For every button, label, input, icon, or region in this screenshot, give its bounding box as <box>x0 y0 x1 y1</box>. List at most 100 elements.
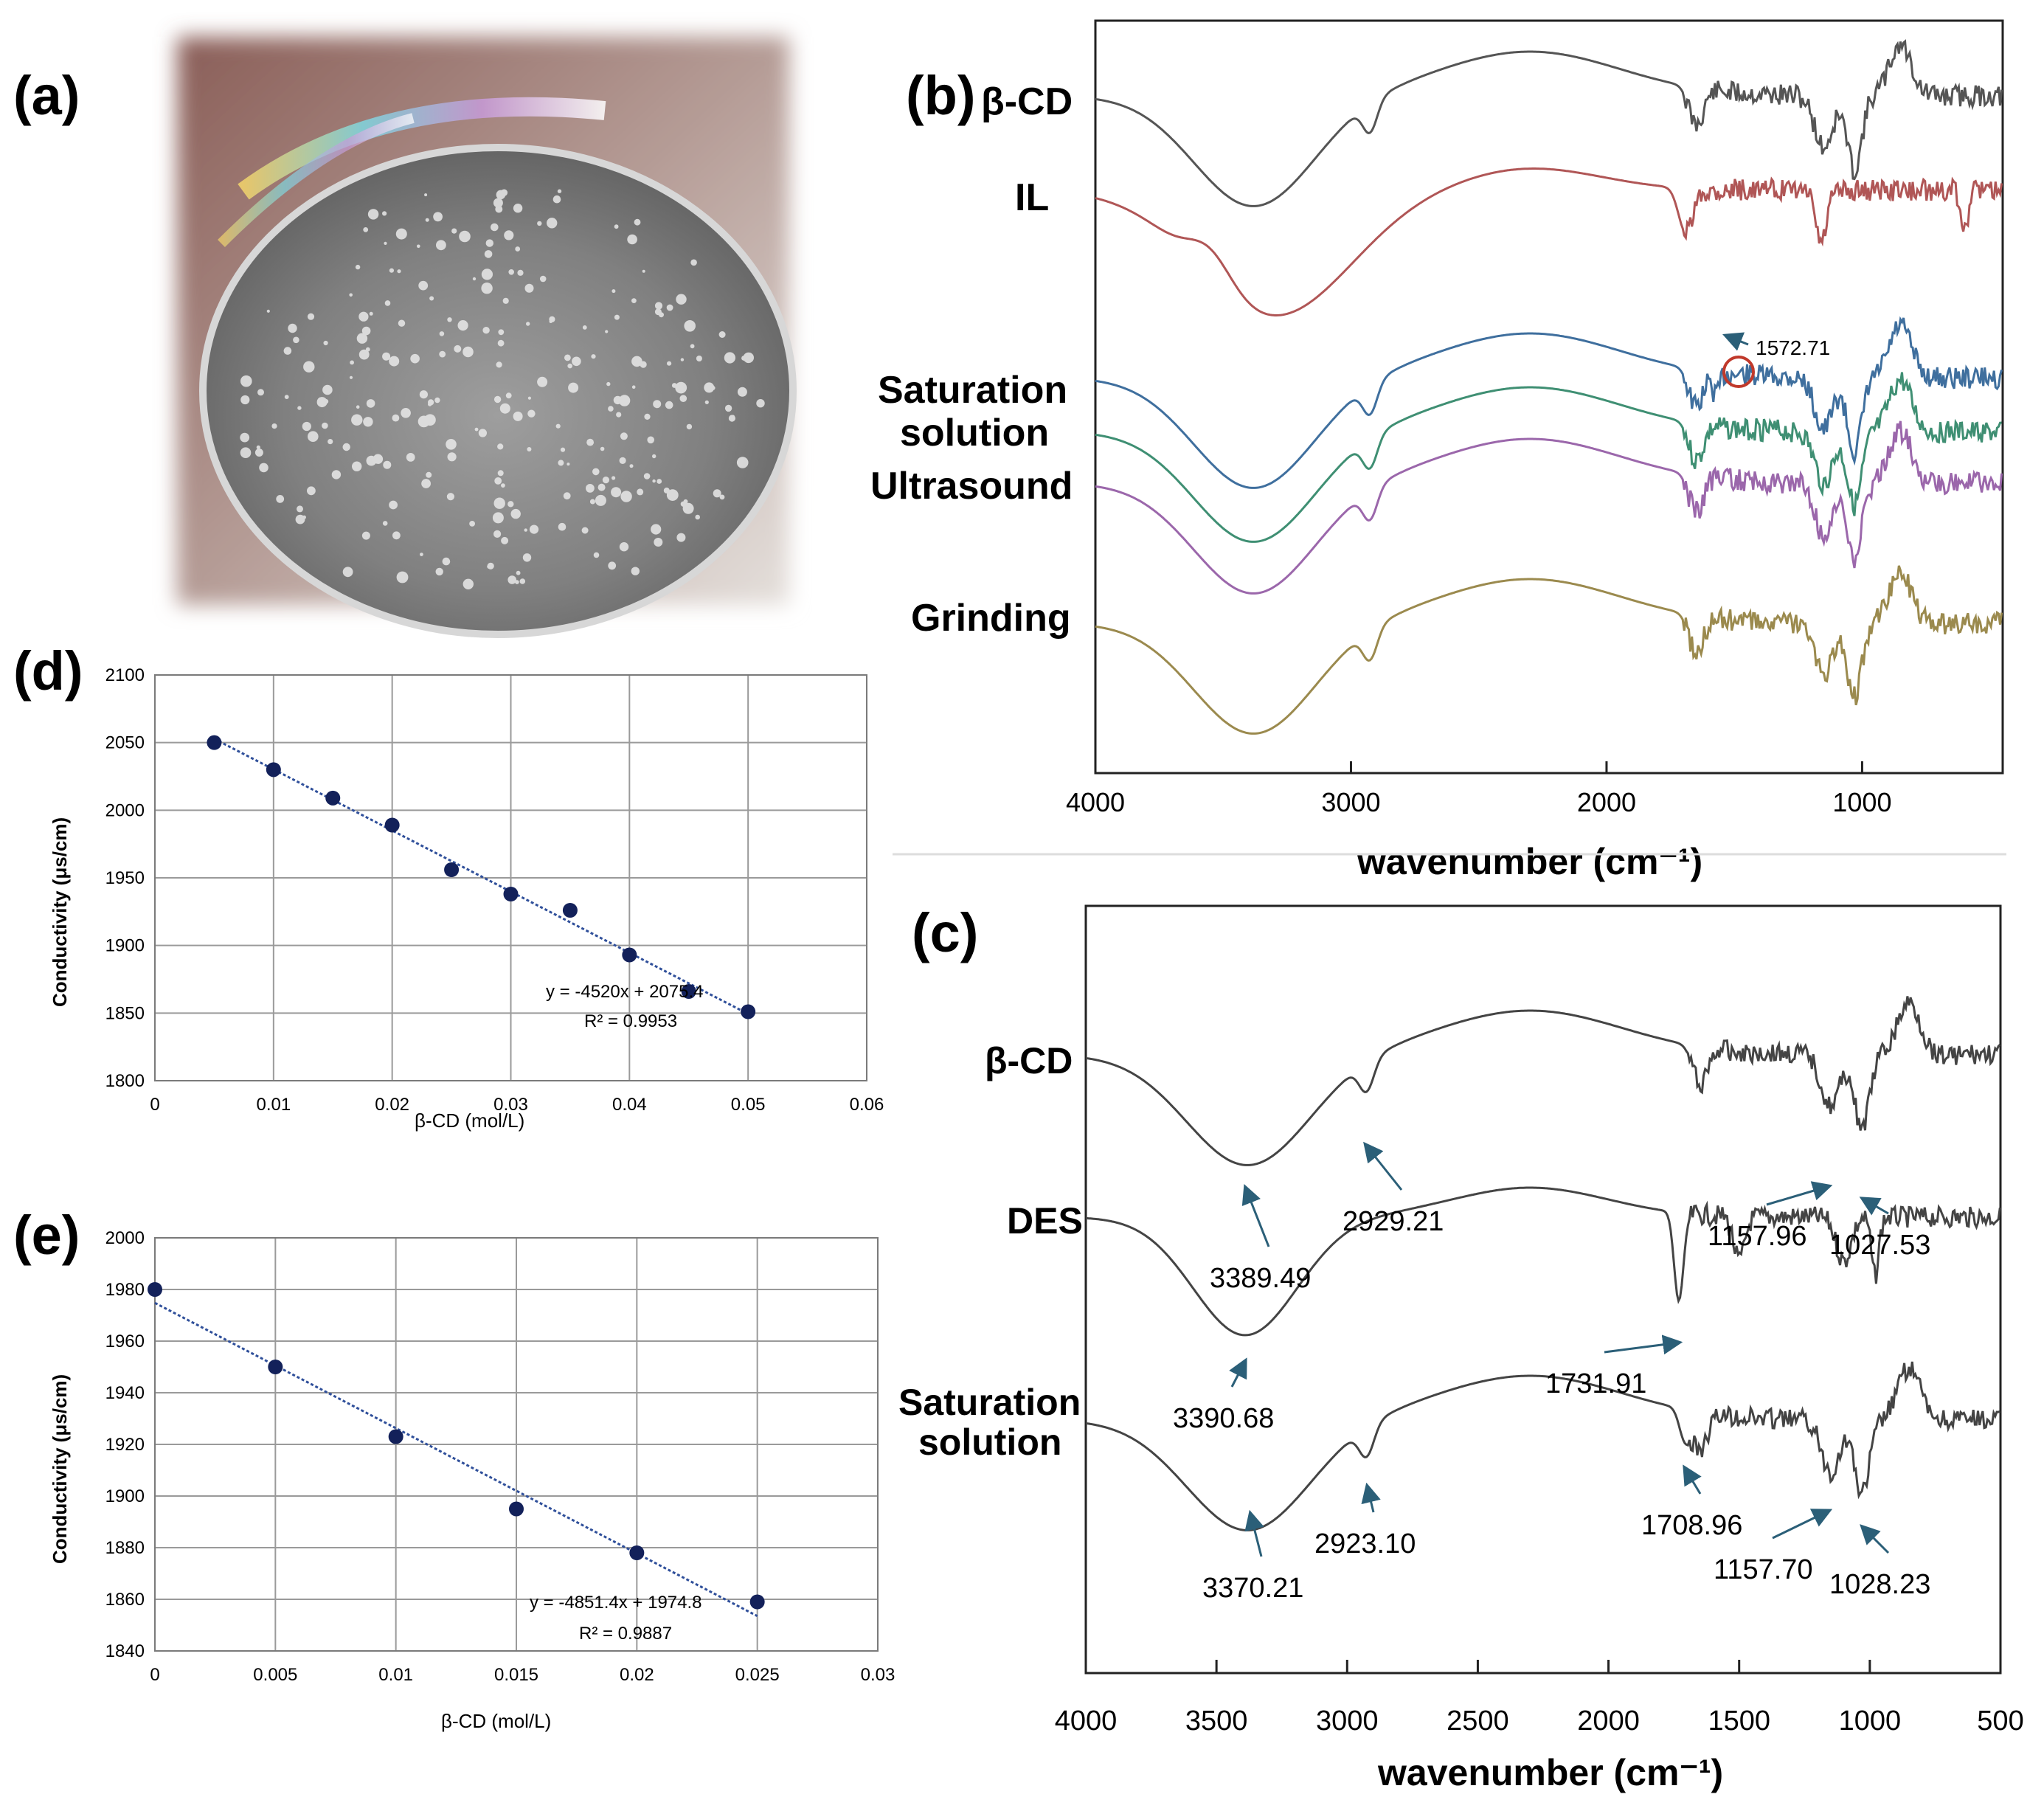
bubble <box>389 356 400 367</box>
bubble <box>676 294 687 305</box>
x-tick-label: 0.03 <box>493 1095 528 1115</box>
x-tick-label-c: 4000 <box>1055 1706 1118 1737</box>
bubble <box>484 250 493 258</box>
bubble <box>568 382 579 393</box>
bubble <box>492 512 504 524</box>
bubble <box>592 468 600 476</box>
spectrum-c-0 <box>1085 996 2001 1166</box>
bubble <box>616 412 622 418</box>
bubble <box>384 300 391 306</box>
peak-arrow-c <box>1859 1197 1889 1216</box>
y-tick-label: 2100 <box>105 665 145 685</box>
data-point <box>444 862 460 877</box>
bubble <box>718 331 726 338</box>
bubble <box>704 400 709 404</box>
bubble <box>586 438 594 446</box>
bubble <box>472 277 477 281</box>
bubble <box>284 395 289 399</box>
y-tick-label: 1900 <box>105 936 145 956</box>
bubble <box>653 400 662 409</box>
x-tick-label-c: 3500 <box>1185 1706 1248 1737</box>
x-tick-label: 0.02 <box>620 1665 654 1685</box>
bubble <box>307 313 315 320</box>
x-tick-label: 0.01 <box>256 1095 291 1115</box>
x-tick-label: 0.05 <box>731 1095 766 1115</box>
bubble <box>704 382 715 393</box>
bubble <box>297 406 302 410</box>
bubble <box>389 268 395 273</box>
data-point <box>384 817 400 833</box>
bubble <box>447 317 452 322</box>
data-point <box>268 1360 283 1374</box>
bubble <box>366 399 375 408</box>
series-label-des: DES <box>1007 1200 1083 1242</box>
bubble <box>595 494 606 506</box>
bubble <box>665 401 673 409</box>
bubble <box>421 479 431 488</box>
bubble <box>724 404 732 412</box>
bubble <box>240 375 252 387</box>
bubble <box>240 432 250 443</box>
bubble <box>429 296 434 301</box>
data-point <box>562 903 578 918</box>
bubble <box>358 349 370 360</box>
bubble <box>567 463 570 466</box>
bubble <box>637 488 644 496</box>
bubble <box>482 327 490 334</box>
bubble <box>651 524 662 535</box>
bubble <box>589 499 595 505</box>
series-label-grinding: Grinding <box>911 597 1071 640</box>
bubble <box>619 542 629 552</box>
bubble <box>303 361 315 373</box>
y-axis-title-e: Conductivity (μs/cm) <box>49 1374 71 1564</box>
bubble <box>581 527 589 534</box>
plot-frame-b <box>1094 19 2004 775</box>
bubble <box>555 423 561 429</box>
panel-label-d: (d) <box>13 640 83 702</box>
x-tick-label: 0.04 <box>612 1095 647 1115</box>
bubble <box>741 356 746 361</box>
bubble <box>684 320 696 332</box>
bubble <box>656 479 662 484</box>
bubble <box>395 228 407 240</box>
equation-d: y = -4520x + 2075.4 <box>546 982 704 1002</box>
bubble <box>424 414 436 426</box>
bubble <box>642 269 645 273</box>
bubble <box>558 460 564 466</box>
bubble <box>463 578 474 589</box>
bubble <box>401 408 411 418</box>
plot-frame <box>154 1237 879 1652</box>
bubble <box>355 264 361 270</box>
spectrum-b-4 <box>1095 420 2003 595</box>
bubble <box>256 445 260 450</box>
panel-label-c: (c) <box>912 902 978 963</box>
conductivity-chart-d: 0 0.01 0.02 0.03 0.04 0.05 0.06 1800 1850 1900 195… <box>49 665 884 1132</box>
bubble <box>647 436 654 444</box>
bubble <box>266 309 270 313</box>
peak-label-c: 2923.10 <box>1314 1528 1416 1559</box>
bubble <box>591 354 596 359</box>
bubble <box>666 304 673 311</box>
bubble <box>474 427 479 432</box>
bubble <box>676 533 686 542</box>
bubble <box>497 443 504 450</box>
beaker-photo <box>177 37 797 638</box>
data-point <box>629 1545 645 1560</box>
bubble <box>349 293 353 297</box>
data-point <box>207 735 222 750</box>
bubble <box>654 302 663 310</box>
bubble <box>499 403 510 414</box>
bubble <box>680 358 685 361</box>
bubble <box>552 195 561 204</box>
bubble <box>519 578 526 584</box>
bubble <box>331 470 342 479</box>
bubble <box>454 344 462 353</box>
bubble <box>481 283 493 294</box>
bubble <box>436 240 446 251</box>
bubble <box>614 224 619 229</box>
bubble <box>713 489 721 498</box>
bubble <box>447 452 457 462</box>
bubble <box>293 336 299 344</box>
bubble <box>240 395 250 405</box>
bubble <box>446 439 457 450</box>
